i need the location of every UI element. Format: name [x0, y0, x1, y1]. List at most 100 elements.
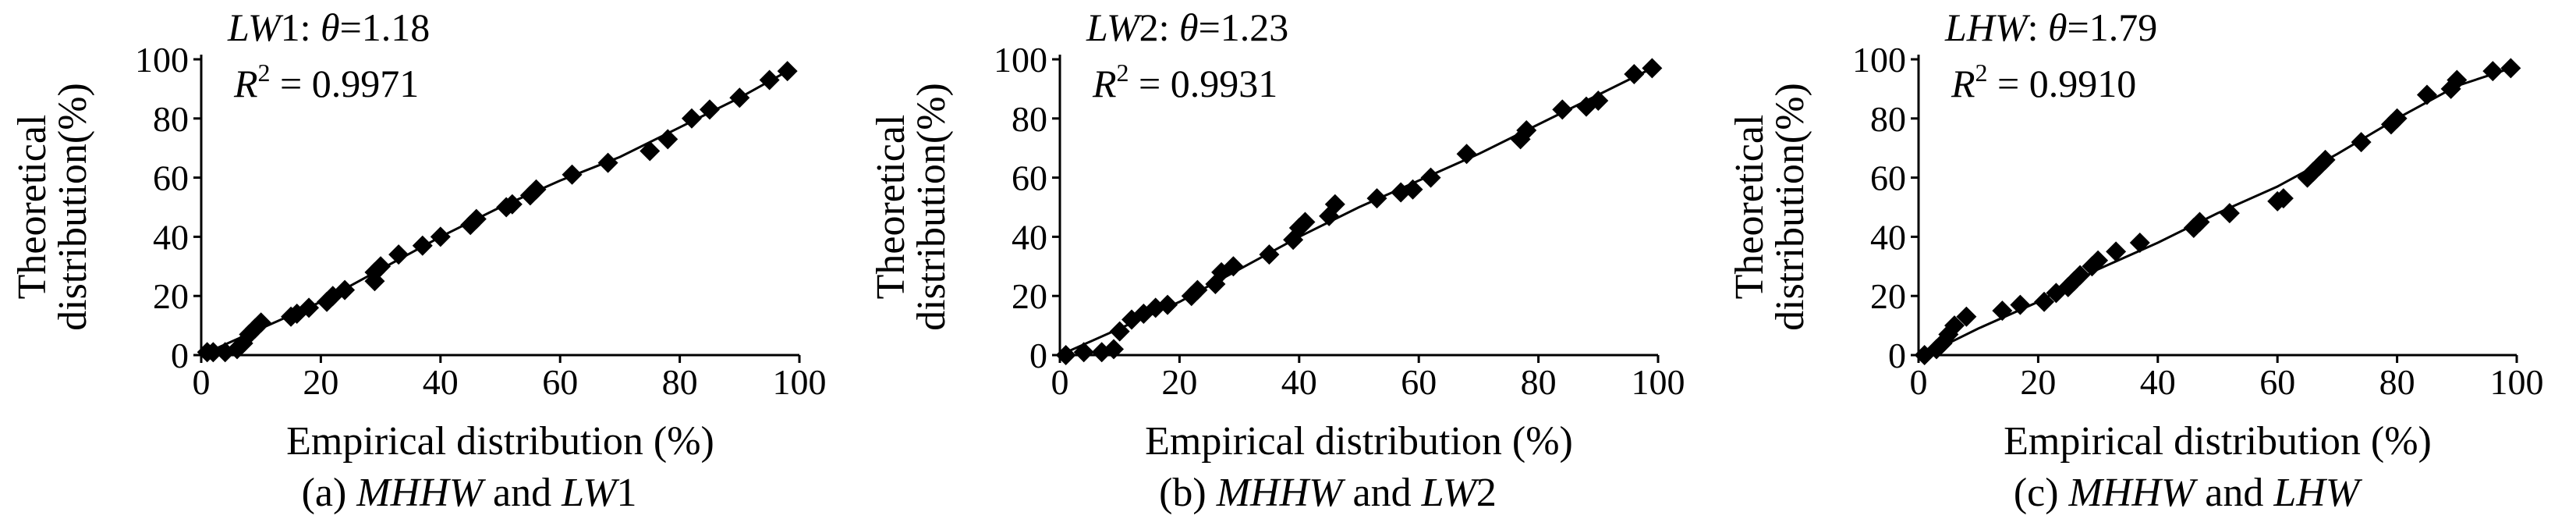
panel-caption-c: (c) MHHW and LHW — [2014, 471, 2363, 515]
chart-panel-a: 0 20 40 60 80 100 0 20 40 60 80 100 LW1: θ=1.18 R2 = … — [0, 0, 859, 519]
data-point — [2416, 84, 2437, 105]
r-squared-annotation: R2 = 0.9971 — [233, 59, 419, 105]
data-point — [1109, 321, 1130, 342]
x-tick-label: 20 — [2020, 362, 2056, 402]
y-axis-label-line2: distribution(%) — [51, 83, 95, 331]
y-tick-label: 60 — [1012, 158, 1047, 198]
data-point — [2219, 203, 2240, 224]
data-point — [2482, 61, 2503, 82]
y-axis-label-line1: Theoretical — [869, 115, 913, 300]
data-point — [2297, 167, 2318, 188]
data-point — [2088, 250, 2109, 271]
data-point — [388, 244, 409, 265]
data-point — [2500, 58, 2521, 79]
data-point — [2351, 132, 2372, 153]
data-point — [1259, 244, 1280, 265]
data-point — [1588, 91, 1609, 112]
x-tick-label: 60 — [542, 362, 578, 402]
x-tick-label: 60 — [1401, 362, 1437, 402]
x-axis-label: Empirical distribution (%) — [286, 419, 714, 464]
data-point — [2183, 218, 2204, 239]
data-point — [2010, 294, 2031, 315]
data-point — [412, 235, 433, 256]
data-point — [2034, 291, 2055, 312]
y-tick-label: 40 — [1870, 217, 1906, 257]
data-point — [2106, 241, 2127, 262]
data-point — [1456, 144, 1477, 165]
data-point — [2315, 149, 2336, 170]
y-tick-label: 40 — [153, 217, 189, 257]
x-tick-label: 20 — [303, 362, 338, 402]
x-tick-label: 80 — [2379, 362, 2415, 402]
x-tick-label: 0 — [193, 362, 211, 402]
y-tick-label: 80 — [1012, 99, 1047, 139]
panel-caption-a: (a) MHHW and LW1 — [302, 471, 637, 515]
data-point — [1187, 279, 1208, 300]
data-point — [1366, 188, 1387, 209]
y-tick-label: 100 — [135, 40, 189, 80]
data-point — [2129, 232, 2150, 253]
panel-caption-b: (b) MHHW and LW2 — [1159, 471, 1497, 515]
data-point — [250, 312, 271, 333]
x-tick-label: 80 — [662, 362, 698, 402]
x-tick-label: 20 — [1161, 362, 1197, 402]
data-point — [299, 297, 320, 318]
data-point — [1288, 218, 1309, 239]
chart-svg-b: 0 20 40 60 80 100 0 20 40 60 80 100 LW2: θ=1.23 R2 = … — [869, 5, 1685, 515]
y-axis-label-line2: distribution(%) — [909, 83, 954, 331]
r-squared-annotation: R2 = 0.9910 — [1951, 59, 2136, 105]
data-point — [1223, 256, 1244, 277]
y-tick-label: 20 — [1870, 276, 1906, 316]
data-point — [1104, 339, 1125, 360]
x-tick-label: 0 — [1910, 362, 1928, 402]
data-point — [2308, 155, 2330, 176]
y-tick-label: 80 — [1870, 99, 1906, 139]
data-point — [1121, 309, 1143, 330]
data-point — [1055, 345, 1076, 365]
data-point — [1402, 179, 1423, 200]
data-point — [1552, 99, 1573, 120]
data-point — [2386, 108, 2408, 129]
chart-svg-c: 0 20 40 60 80 100 0 20 40 60 80 100 LHW: θ=1.79 R2 = … — [1727, 5, 2544, 515]
y-tick-label: 40 — [1012, 217, 1047, 257]
data-point — [2273, 188, 2294, 209]
y-axis-label-line1: Theoretical — [10, 115, 55, 300]
data-point — [1157, 294, 1178, 315]
data-point — [2447, 69, 2468, 91]
chart-panel-c: 0 20 40 60 80 100 0 20 40 60 80 100 LHW: θ=1.79 R2 = … — [1717, 0, 2576, 519]
data-point — [1642, 58, 1663, 79]
y-tick-label: 20 — [153, 276, 189, 316]
data-point — [777, 61, 798, 82]
r-squared-annotation: R2 = 0.9931 — [1092, 59, 1277, 105]
data-point — [2070, 265, 2091, 286]
data-point — [1956, 306, 1977, 327]
y-tick-label: 100 — [994, 40, 1047, 80]
y-tick-label: 100 — [1852, 40, 1906, 80]
data-point — [681, 108, 702, 129]
theta-annotation: LW1: θ=1.18 — [227, 5, 430, 49]
data-point — [203, 342, 224, 363]
data-point — [1205, 274, 1226, 295]
theta-annotation: LW2: θ=1.23 — [1086, 5, 1288, 49]
data-point — [1938, 324, 1959, 345]
x-tick-label: 80 — [1521, 362, 1557, 402]
chart-svg-a: 0 20 40 60 80 100 0 20 40 60 80 100 LW1: θ=1.18 R2 = … — [10, 5, 827, 515]
data-point — [1516, 119, 1537, 140]
x-axis-label: Empirical distribution (%) — [1145, 419, 1573, 464]
x-axis-label: Empirical distribution (%) — [2004, 419, 2432, 464]
y-axis-label-line2: distribution(%) — [1768, 83, 1812, 331]
data-point — [430, 226, 451, 247]
y-tick-label: 60 — [153, 158, 189, 198]
data-point — [699, 99, 720, 120]
x-tick-label: 100 — [1632, 362, 1685, 402]
y-tick-label: 0 — [1029, 336, 1047, 375]
x-tick-label: 40 — [2140, 362, 2176, 402]
data-point — [597, 152, 618, 173]
x-tick-label: 60 — [2259, 362, 2295, 402]
y-axis-label-line1: Theoretical — [1727, 115, 1772, 300]
data-point — [1420, 167, 1441, 188]
x-tick-label: 100 — [773, 362, 827, 402]
x-tick-label: 40 — [423, 362, 459, 402]
data-point — [1073, 342, 1094, 363]
